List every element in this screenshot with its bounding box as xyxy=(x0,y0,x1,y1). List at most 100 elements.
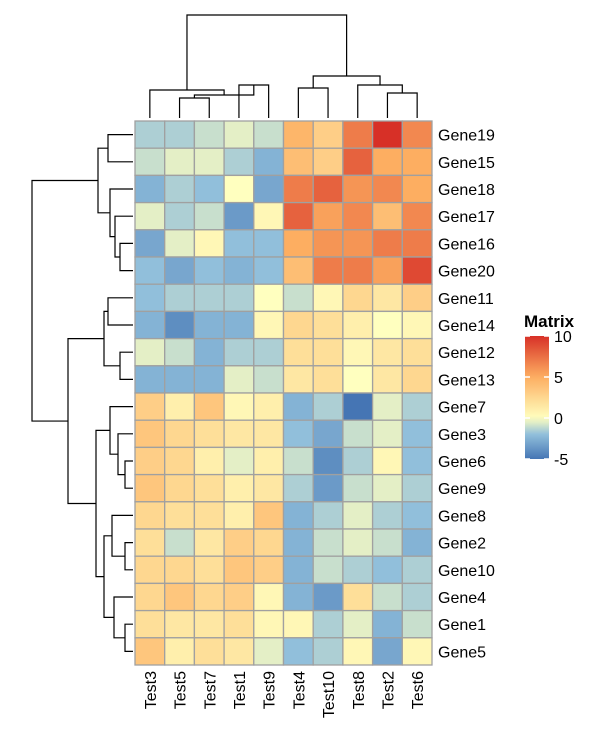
heatmap-cell xyxy=(253,392,285,421)
heatmap-cell xyxy=(282,392,314,421)
heatmap-cell xyxy=(253,528,285,557)
heatmap-cell xyxy=(223,229,255,258)
row-dendrogram-branch xyxy=(124,623,133,652)
heatmap-cell xyxy=(401,501,433,530)
heatmap-cell xyxy=(134,473,166,503)
legend-title: Matrix xyxy=(524,312,575,331)
row-label: Gene16 xyxy=(438,236,495,253)
heatmap-cell xyxy=(401,609,433,639)
heatmap-cell xyxy=(134,555,166,585)
heatmap-cell xyxy=(193,582,225,612)
heatmap-cell xyxy=(401,147,433,177)
heatmap-cell xyxy=(282,120,314,149)
heatmap-cell xyxy=(371,446,403,476)
row-dendrogram-branch xyxy=(124,460,133,489)
column-label: Test5 xyxy=(173,671,190,709)
heatmap-cell xyxy=(371,201,403,231)
heatmap-cell xyxy=(223,147,255,177)
heatmap-cell xyxy=(342,310,374,340)
heatmap-cell xyxy=(164,310,196,340)
heatmap-cell xyxy=(371,609,403,639)
row-label: Gene13 xyxy=(438,372,495,389)
row-label: Gene8 xyxy=(438,508,486,525)
heatmap-cell xyxy=(401,446,433,476)
row-dendrogram-branch xyxy=(124,542,133,571)
column-dendrogram-branch xyxy=(186,14,348,90)
row-dendrogram-branch xyxy=(67,338,104,505)
row-dendrogram-branch xyxy=(111,514,133,557)
column-label: Test6 xyxy=(410,671,427,709)
heatmap-cell xyxy=(342,446,374,476)
heatmap-cell xyxy=(401,473,433,503)
heatmap-cell xyxy=(134,310,166,340)
heatmap-cell xyxy=(164,582,196,612)
heatmap-cell xyxy=(312,528,344,557)
heatmap-cell xyxy=(253,201,285,231)
heatmap-cell xyxy=(312,229,344,258)
column-label: Test9 xyxy=(262,671,279,709)
heatmap-cell xyxy=(253,609,285,639)
heatmap-cell xyxy=(134,419,166,449)
legend-tick-label: -5 xyxy=(554,452,568,469)
heatmap-cell xyxy=(193,528,225,557)
heatmap-cell xyxy=(342,365,374,394)
heatmap-cell xyxy=(342,555,374,585)
heatmap-cell xyxy=(164,256,196,285)
heatmap-cell xyxy=(134,120,166,149)
heatmap-cell xyxy=(371,310,403,340)
heatmap-cell xyxy=(253,337,285,367)
row-label: Gene15 xyxy=(438,155,495,172)
heatmap-cell xyxy=(342,528,374,557)
heatmap-cell xyxy=(223,337,255,367)
heatmap-cell xyxy=(401,582,433,612)
heatmap-cell xyxy=(223,201,255,231)
heatmap-cell xyxy=(223,310,255,340)
row-dendrogram-branch xyxy=(119,242,133,272)
heatmap-cell xyxy=(193,283,225,313)
row-label: Gene11 xyxy=(438,291,494,308)
heatmap-cell xyxy=(253,419,285,449)
heatmap-cell xyxy=(282,446,314,476)
heatmap-cell xyxy=(164,528,196,557)
heatmap-cell xyxy=(371,419,403,449)
heatmap-cell xyxy=(164,446,196,476)
heatmap-cell xyxy=(223,528,255,557)
heatmap-cell xyxy=(312,609,344,639)
row-dendrogram xyxy=(31,134,133,652)
heatmap-cell xyxy=(312,337,344,367)
heatmap-cell xyxy=(223,609,255,639)
row-dendrogram-branch xyxy=(31,179,98,422)
heatmap-cell xyxy=(312,310,344,340)
heatmap-cell xyxy=(282,637,314,666)
heatmap-cell xyxy=(312,365,344,394)
heatmap-cell xyxy=(193,310,225,340)
heatmap-cell xyxy=(193,337,225,367)
heatmap-cell xyxy=(193,147,225,177)
heatmap-cell xyxy=(134,501,166,530)
heatmap-cell xyxy=(223,419,255,449)
heatmap-cell xyxy=(401,365,433,394)
heatmap-cell xyxy=(312,201,344,231)
heatmap-cell xyxy=(193,446,225,476)
heatmap-cell xyxy=(342,582,374,612)
row-dendrogram-branch xyxy=(114,215,133,258)
heatmap-cell xyxy=(193,120,225,149)
heatmap-cell xyxy=(134,528,166,557)
heatmap-cell xyxy=(134,147,166,177)
heatmap-cell xyxy=(282,229,314,258)
heatmap-cell xyxy=(282,256,314,285)
legend-color-bar xyxy=(525,336,549,459)
heatmap-cell xyxy=(401,637,433,666)
heatmap-cell xyxy=(193,419,225,449)
row-dendrogram-branch xyxy=(95,429,110,578)
heatmap-cell xyxy=(312,446,344,476)
heatmap-cell xyxy=(253,637,285,666)
heatmap-cell xyxy=(401,229,433,258)
heatmap-cell xyxy=(342,120,374,149)
heatmap-cell xyxy=(193,365,225,394)
heatmap-cell xyxy=(164,365,196,394)
heatmap-cell xyxy=(134,201,166,231)
heatmap-cell xyxy=(134,229,166,258)
heatmap-cell xyxy=(193,229,225,258)
heatmap-cell xyxy=(253,120,285,149)
